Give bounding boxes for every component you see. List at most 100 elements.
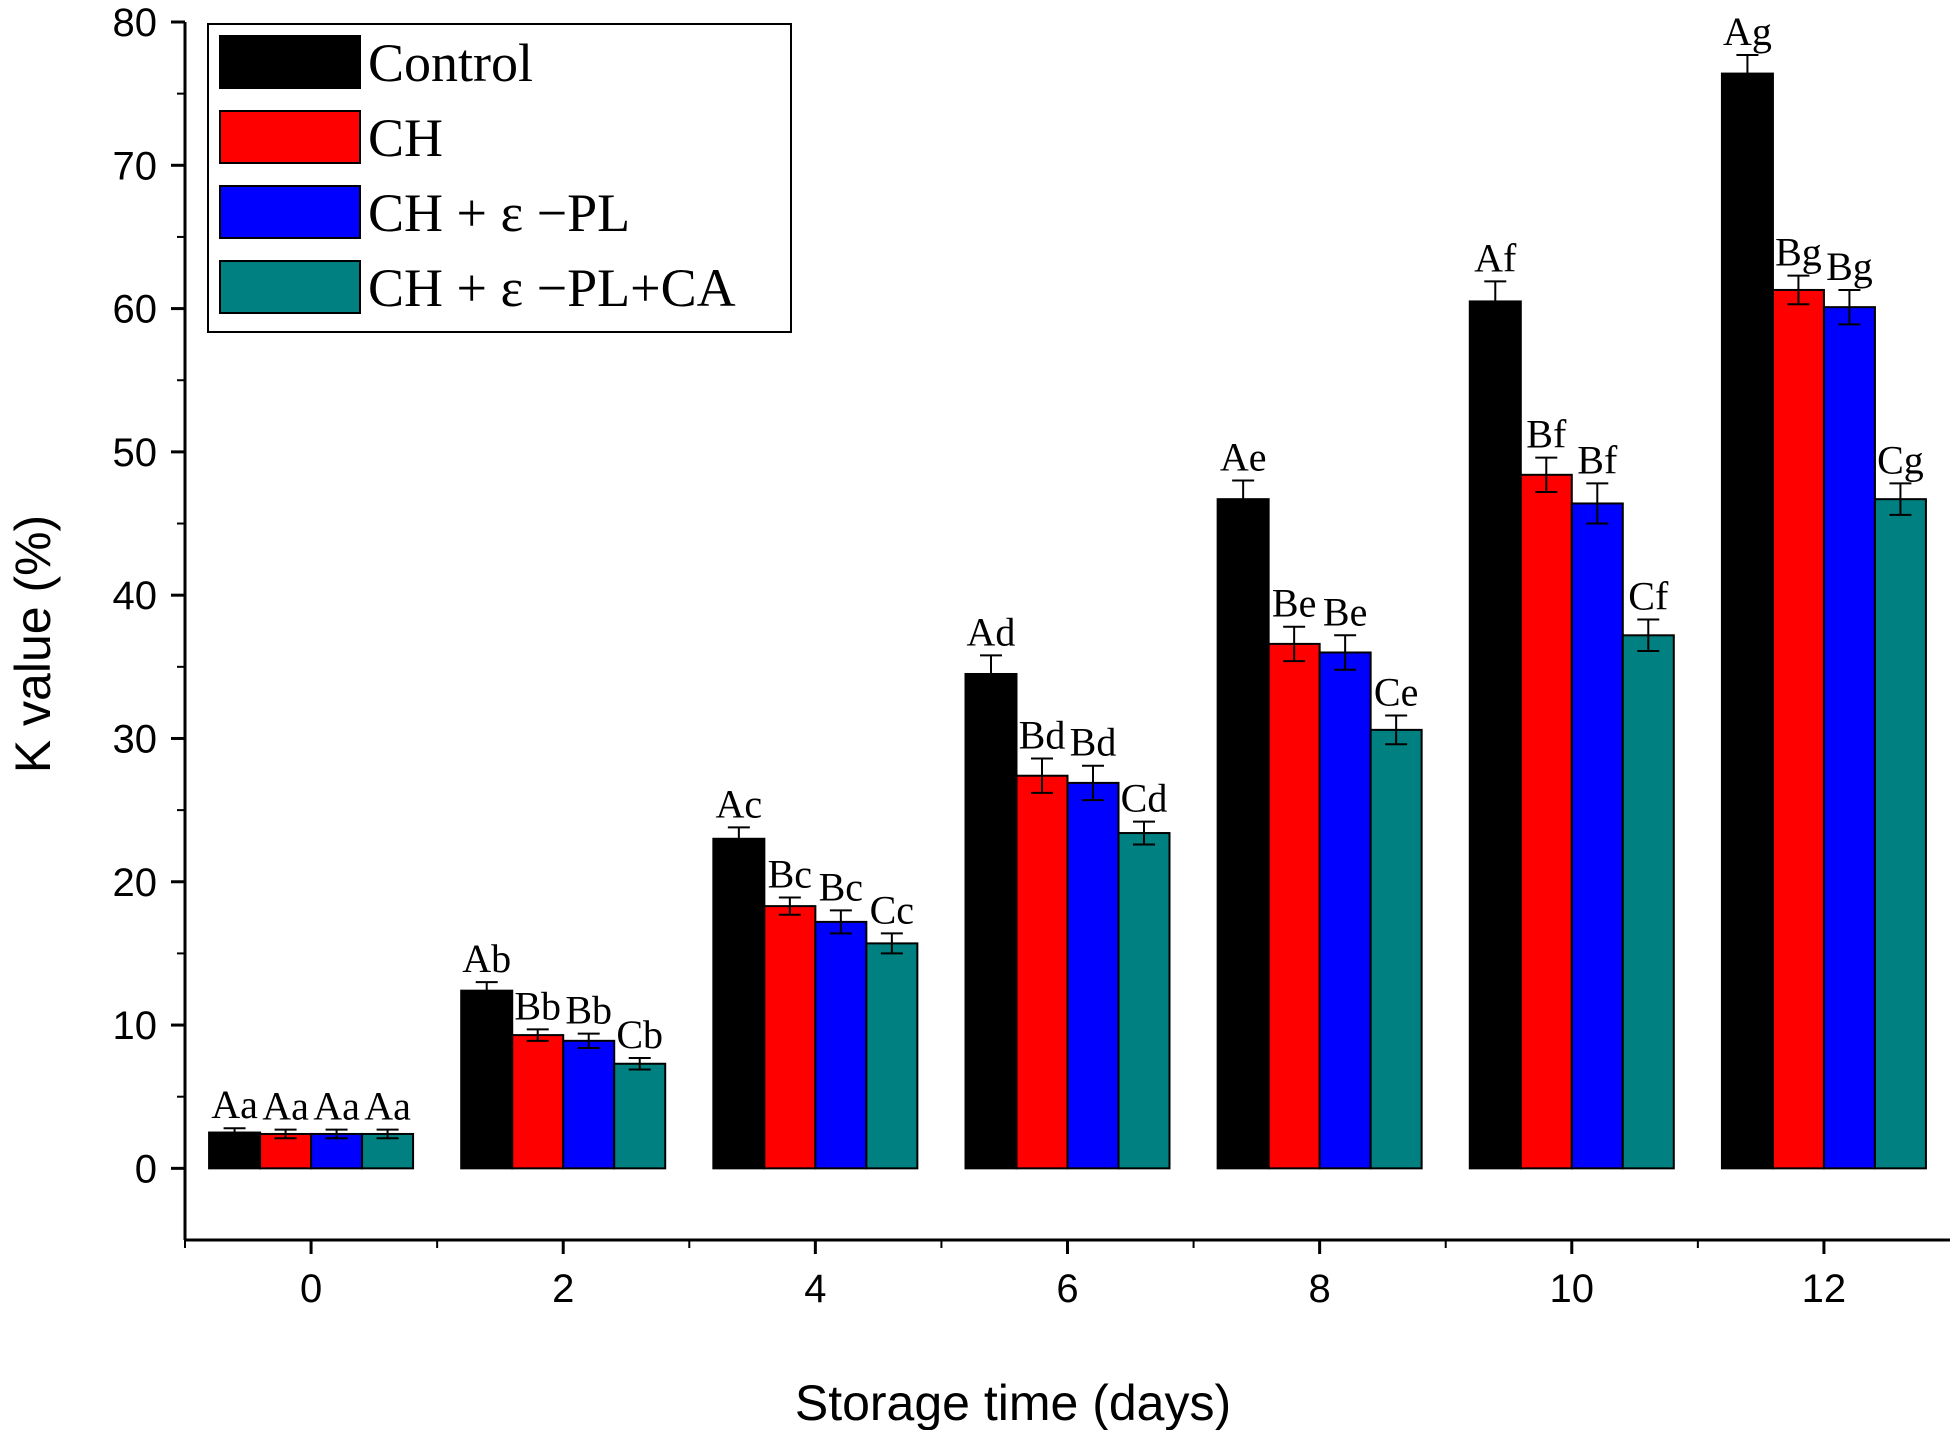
x-tick-label: 2: [552, 1267, 574, 1311]
significance-label: Bf: [1577, 437, 1618, 482]
bar-labels-layer: Aa Ab Ac Ad Ae Af Ag Aa Bb Bc Bd Be Bf Bg Aa Bb Bc Bd Be Bf…: [211, 9, 1924, 1129]
legend-swatch: [219, 185, 361, 239]
bar-Control-day-2: [460, 989, 514, 1170]
error-bar: [1133, 820, 1155, 846]
legend: Control CH CH + ε −PL CH + ε −PL+CA: [207, 23, 792, 333]
x-tick-label: 4: [804, 1267, 826, 1311]
error-bar: [526, 1028, 549, 1042]
significance-label: Aa: [211, 1082, 258, 1127]
bar-Control-day-10: [1468, 300, 1522, 1170]
significance-label: Cg: [1877, 437, 1924, 482]
error-bar: [223, 1127, 246, 1138]
y-tick-label: 40: [113, 574, 158, 618]
significance-label: Bd: [1070, 720, 1117, 765]
significance-label: Bf: [1526, 412, 1567, 457]
error-bar: [778, 896, 801, 916]
significance-label: Cc: [870, 887, 914, 932]
y-tick-label: 30: [113, 717, 158, 761]
bar-CH-day-8: [1267, 642, 1321, 1170]
significance-label: Bd: [1019, 713, 1066, 758]
bar-CH + ε −PL-day-12: [1822, 306, 1876, 1170]
bar-Control-day-6: [964, 672, 1018, 1170]
bar-CH + ε −PL-day-6: [1066, 781, 1120, 1170]
error-bar: [1484, 280, 1507, 323]
significance-label: Ce: [1374, 670, 1418, 715]
significance-label: Bc: [819, 864, 863, 909]
significance-label: Bg: [1775, 230, 1822, 275]
bar-CH-day-0: [259, 1132, 313, 1170]
significance-label: Bb: [514, 983, 561, 1028]
bar-CH-day-4: [763, 905, 817, 1170]
bar-CH + ε −PL+CA-day-6: [1117, 832, 1171, 1170]
y-tick-label: 50: [113, 431, 158, 475]
bar-Control-day-0: [208, 1131, 262, 1170]
bar-CH + ε −PL-day-4: [814, 920, 868, 1170]
error-bar: [1283, 625, 1306, 663]
bar-CH-day-6: [1015, 774, 1069, 1170]
x-tick-label: 12: [1802, 1267, 1847, 1311]
significance-label: Cd: [1121, 776, 1168, 821]
significance-label: Ab: [462, 936, 511, 981]
error-bar: [829, 909, 852, 935]
bar-CH + ε −PL-day-2: [562, 1039, 616, 1170]
bar-CH + ε −PL-day-8: [1318, 651, 1372, 1170]
bar-CH-day-10: [1519, 473, 1573, 1170]
significance-label: Ac: [716, 781, 763, 826]
bar-CH + ε −PL+CA-day-4: [865, 942, 919, 1170]
significance-label: Be: [1323, 589, 1367, 634]
bar-CH + ε −PL-day-10: [1570, 502, 1624, 1170]
error-bar: [628, 1057, 651, 1071]
significance-label: Be: [1272, 581, 1316, 626]
bar-Control-day-4: [712, 837, 766, 1170]
error-bar: [980, 654, 1002, 694]
significance-label: Aa: [364, 1084, 411, 1129]
bar-CH + ε −PL+CA-day-10: [1621, 634, 1675, 1170]
error-bar: [1334, 634, 1357, 671]
bar-CH-day-2: [511, 1034, 565, 1170]
error-bar: [1031, 757, 1053, 794]
error-bar: [577, 1032, 600, 1049]
error-bar: [274, 1128, 297, 1140]
y-tick-label: 80: [113, 1, 158, 45]
error-bar: [1637, 618, 1660, 653]
significance-label: Ad: [967, 609, 1016, 654]
error-bar: [1586, 482, 1609, 525]
significance-label: Aa: [313, 1084, 360, 1129]
error-bar: [376, 1128, 399, 1140]
error-bar: [1889, 482, 1912, 516]
legend-swatch: [219, 260, 361, 314]
bar-CH + ε −PL+CA-day-2: [613, 1062, 667, 1170]
error-bar: [1385, 714, 1408, 746]
error-bar: [1232, 479, 1255, 519]
bar-CH + ε −PL+CA-day-12: [1873, 498, 1927, 1170]
bar-Control-day-12: [1720, 72, 1774, 1170]
legend-label: CH: [368, 108, 443, 168]
bar-Control-day-8: [1216, 498, 1270, 1170]
error-bar: [1736, 53, 1759, 94]
bar-CH + ε −PL+CA-day-8: [1369, 728, 1423, 1170]
legend-label: CH + ε −PL: [368, 183, 630, 243]
error-bar: [475, 981, 498, 1001]
significance-label: Ag: [1723, 9, 1772, 54]
x-tick-label: 8: [1309, 1267, 1331, 1311]
significance-label: Aa: [262, 1084, 309, 1129]
significance-label: Cf: [1628, 574, 1669, 619]
legend-label: Control: [368, 33, 533, 93]
significance-label: Ae: [1220, 435, 1267, 480]
x-tick-label: 6: [1056, 1267, 1078, 1311]
error-bar: [1787, 274, 1810, 306]
significance-label: Cb: [616, 1012, 663, 1057]
y-tick-label: 20: [113, 861, 158, 905]
legend-label: CH + ε −PL+CA: [368, 258, 736, 318]
y-axis-title: K value (%): [5, 515, 61, 773]
bar-CH-day-12: [1771, 288, 1825, 1170]
y-tick-label: 70: [113, 144, 158, 188]
significance-label: Bb: [565, 988, 612, 1033]
bars-layer: [208, 72, 1927, 1170]
y-tick-label: 10: [113, 1004, 158, 1048]
legend-swatch: [219, 110, 361, 164]
significance-label: Bc: [768, 852, 812, 897]
ticks-layer: 0 10 20 30 40 50 60 70 80 0 2 4 6 8 10 12: [113, 1, 1847, 1311]
significance-label: Bg: [1826, 244, 1873, 289]
